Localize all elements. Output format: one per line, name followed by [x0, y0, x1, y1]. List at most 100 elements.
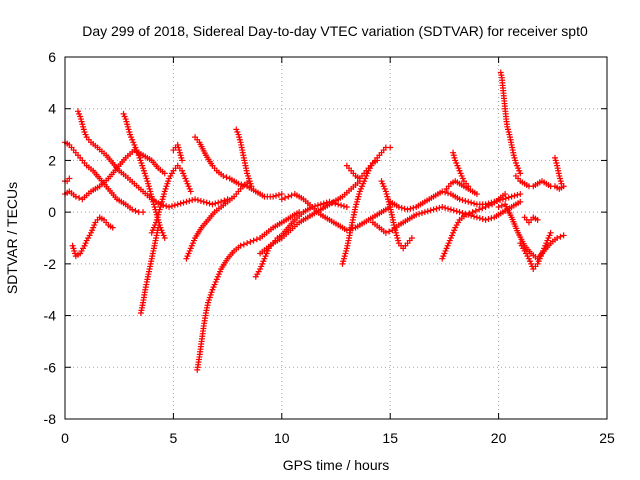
series-arc-25	[497, 69, 524, 177]
x-axis-title: GPS time / hours	[283, 457, 390, 473]
data-point	[179, 157, 186, 164]
data-point	[557, 233, 564, 240]
series-arc-12	[192, 134, 285, 200]
data-point	[187, 188, 194, 195]
series-arc-13	[233, 126, 255, 190]
data-point	[445, 190, 452, 197]
data-point	[382, 229, 389, 236]
data-point	[456, 209, 463, 216]
data-point	[209, 201, 216, 208]
data-point	[335, 201, 342, 208]
data-point	[220, 172, 227, 179]
series-arc-29	[521, 214, 541, 226]
data-point	[197, 197, 204, 204]
x-tick-label: 25	[599, 430, 615, 446]
data-point	[547, 229, 554, 236]
data-point	[244, 240, 251, 247]
data-point	[459, 210, 466, 217]
data-point	[387, 144, 394, 151]
data-point	[314, 202, 321, 209]
data-point	[466, 210, 473, 217]
data-point	[469, 209, 476, 216]
x-tick-label: 10	[274, 430, 290, 446]
data-point	[468, 199, 475, 206]
y-tick-label: 6	[48, 49, 56, 65]
data-point	[462, 197, 469, 204]
data-point	[471, 213, 478, 220]
series-arc-23	[443, 178, 480, 198]
data-point	[514, 191, 521, 198]
series-arc-4	[69, 214, 116, 260]
data-point	[418, 210, 425, 217]
data-point	[161, 170, 168, 177]
data-point	[215, 199, 222, 206]
data-point	[413, 211, 420, 218]
data-point	[408, 235, 415, 241]
data-point	[433, 205, 440, 212]
data-point	[482, 203, 489, 210]
data-point	[183, 198, 190, 205]
data-point	[235, 180, 242, 187]
axis-ticks: 0 5 10 15 20 25 -8 -6 -4 -2 0 2 4 6	[44, 49, 615, 446]
series-arc-10	[183, 178, 253, 262]
data-point	[275, 191, 282, 198]
data-point	[288, 192, 295, 199]
data-point	[473, 214, 480, 221]
series-arc-22	[439, 191, 509, 262]
data-point	[189, 197, 196, 204]
data-point	[194, 197, 201, 204]
data-point	[472, 207, 479, 214]
data-point	[508, 193, 515, 200]
data-point	[374, 157, 381, 164]
series-arc-26	[512, 172, 567, 192]
data-point	[241, 182, 248, 189]
grid	[65, 57, 607, 419]
data-point	[436, 204, 443, 211]
data-point	[554, 235, 561, 241]
data-point	[386, 228, 393, 235]
data-point	[320, 200, 327, 207]
data-point	[247, 238, 254, 245]
data-point	[558, 180, 565, 187]
data-point	[439, 188, 446, 195]
series-arc-2	[62, 147, 168, 203]
data-point	[343, 203, 350, 210]
data-point	[398, 204, 405, 211]
data-point	[485, 202, 492, 209]
data-point	[453, 208, 460, 215]
data-point	[517, 198, 524, 205]
y-tick-label: -8	[44, 411, 57, 427]
data-point	[168, 203, 175, 210]
data-point	[238, 181, 245, 188]
data-point	[482, 216, 489, 223]
data-point	[161, 235, 168, 241]
data-point	[285, 193, 292, 200]
series-arc-20	[369, 198, 524, 236]
data-point	[479, 216, 486, 223]
data-point	[166, 203, 173, 210]
data-point	[340, 203, 347, 210]
series-arc-8	[148, 162, 194, 236]
data-point	[476, 206, 483, 213]
series-arc-1	[62, 139, 147, 216]
data-point	[203, 199, 210, 206]
data-point	[450, 207, 457, 214]
data-point	[270, 193, 277, 200]
x-tick-label: 20	[491, 430, 507, 446]
data-point	[174, 201, 181, 208]
data-point	[278, 191, 285, 198]
data-point	[495, 203, 502, 210]
series-arc-5	[75, 108, 231, 210]
data-point	[177, 200, 184, 207]
data-point	[250, 237, 257, 244]
data-point	[427, 207, 434, 214]
data-point	[180, 199, 187, 206]
data-point	[221, 197, 228, 204]
y-tick-label: 4	[48, 101, 56, 117]
data-point	[476, 215, 483, 222]
data-point	[439, 203, 446, 210]
y-tick-label: -4	[44, 308, 57, 324]
data-point	[223, 174, 230, 181]
data-point	[488, 215, 495, 222]
